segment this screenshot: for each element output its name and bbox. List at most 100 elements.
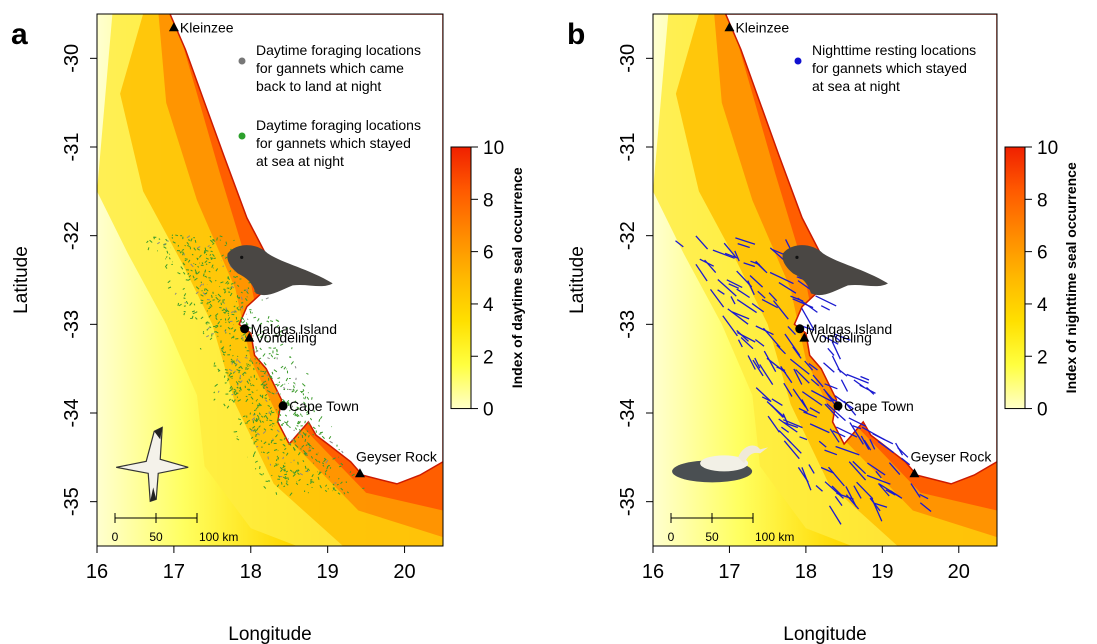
- x-tick-label: 19: [871, 561, 893, 583]
- legend-dot-icon: [238, 132, 246, 140]
- place-label: Vondeling: [255, 330, 317, 346]
- place-malgas-island: Malgas Island: [240, 321, 337, 337]
- place-label: Vondeling: [810, 330, 872, 346]
- y-tick-label: -35: [61, 487, 83, 516]
- scale-bar: 0 50 100 km: [668, 513, 794, 544]
- place-geyser-rock: Geyser Rock: [354, 448, 438, 478]
- scale-bar-label: 0: [668, 530, 675, 544]
- place-label: Geyser Rock: [356, 448, 438, 464]
- legend-text: back to land at night: [256, 78, 381, 94]
- scale-bar-label: 0: [112, 530, 119, 544]
- y-tick-label: -31: [61, 133, 83, 162]
- place-malgas-island: Malgas Island: [795, 321, 892, 337]
- colorbar-label: Index of daytime seal occurrence: [509, 167, 525, 388]
- colorbar-tick-label: 2: [483, 347, 494, 368]
- legend-text: for gannets which stayed: [812, 60, 967, 76]
- flying-gannet-icon: [116, 426, 189, 503]
- scale-bar-label: 100 km: [755, 530, 794, 544]
- y-tick-label: -34: [617, 399, 639, 428]
- colorbar-tick-label: 8: [483, 190, 494, 211]
- legend-text: for gannets which stayed: [256, 135, 411, 151]
- resting-gannet-icon: [672, 445, 769, 483]
- triangle-marker-icon: [354, 468, 365, 478]
- y-tick-label: -34: [61, 399, 83, 428]
- circle-marker-icon: [795, 324, 805, 334]
- place-label: Cape Town: [289, 398, 359, 414]
- land-mass: [169, 14, 443, 485]
- map-legend: Nighttime resting locations for gannets w…: [794, 42, 976, 94]
- place-label: Geyser Rock: [910, 448, 992, 464]
- legend-text: Daytime foraging locations: [256, 117, 421, 133]
- place-geyser-rock: Geyser Rock: [909, 448, 992, 478]
- map-frame: [96, 13, 444, 547]
- colorbar-tick-label: 0: [483, 400, 494, 421]
- colorbar-tick-label: 10: [1037, 138, 1058, 159]
- map-legend: Daytime foraging locations for gannets wh…: [238, 42, 421, 169]
- place-label: Kleinzee: [735, 19, 789, 35]
- x-tick-label: 18: [240, 561, 262, 583]
- seal-icon: [782, 245, 888, 296]
- y-tick-label: -33: [61, 310, 83, 339]
- colorbar-tick-label: 10: [483, 138, 504, 159]
- y-axis: -30 -31 -32 -33 -34 -35 Latitude: [567, 44, 653, 516]
- place-label: Kleinzee: [180, 19, 234, 35]
- colorbar: 0 2 4 6 8 10 Index of nighttime seal occurrenc…: [1004, 138, 1079, 421]
- scale-bar-label: 50: [705, 530, 719, 544]
- x-tick-label: 17: [163, 561, 185, 583]
- place-vondeling: Vondeling: [799, 330, 872, 346]
- x-axis-label: Longitude: [783, 624, 866, 644]
- colorbar-tick-label: 0: [1037, 400, 1048, 421]
- circle-marker-icon: [833, 401, 843, 411]
- x-tick-label: 20: [393, 561, 415, 583]
- y-axis-label: Latitude: [567, 246, 588, 314]
- colorbar-tick-label: 4: [1037, 295, 1048, 316]
- legend-text: Nighttime resting locations: [812, 42, 976, 58]
- legend-text: at sea at night: [812, 78, 900, 94]
- colorbar-tick-label: 8: [1037, 190, 1048, 211]
- x-tick-label: 20: [948, 561, 970, 583]
- place-vondeling: Vondeling: [244, 330, 317, 346]
- triangle-marker-icon: [799, 332, 810, 342]
- scale-bar: 0 50 100 km: [112, 513, 238, 544]
- x-tick-label: 18: [795, 561, 817, 583]
- x-axis: 16 17 18 19 20 Longitude: [86, 546, 416, 644]
- y-tick-label: -31: [617, 133, 639, 162]
- place-label: Malgas Island: [806, 321, 892, 337]
- circle-marker-icon: [278, 401, 288, 411]
- colorbar-tick-label: 2: [1037, 347, 1048, 368]
- y-tick-label: -33: [617, 310, 639, 339]
- place-label: Malgas Island: [251, 321, 337, 337]
- colorbar-tick-label: 4: [483, 295, 494, 316]
- legend-text: for gannets which came: [256, 60, 404, 76]
- colorbar-label: Index of nighttime seal occurrence: [1063, 162, 1079, 393]
- y-tick-label: -30: [61, 44, 83, 73]
- triangle-marker-icon: [909, 468, 920, 478]
- panel-letter: b: [567, 18, 585, 51]
- scale-bar-label: 100 km: [199, 530, 238, 544]
- land-mass: [724, 14, 997, 485]
- y-tick-label: -32: [61, 221, 83, 250]
- place-cape-town: Cape Town: [278, 398, 359, 414]
- x-axis-label: Longitude: [228, 624, 311, 644]
- seal-icon: [227, 245, 333, 296]
- map-frame: [652, 13, 998, 547]
- colorbar-scale: [1004, 146, 1026, 410]
- x-tick-label: 16: [86, 561, 108, 583]
- legend-dot-icon: [238, 57, 246, 65]
- circle-marker-icon: [240, 324, 250, 334]
- place-kleinzee: Kleinzee: [724, 19, 789, 35]
- colorbar-tick-label: 6: [483, 243, 494, 264]
- colorbar-tick-label: 6: [1037, 243, 1048, 264]
- place-cape-town: Cape Town: [833, 398, 914, 414]
- y-axis-label: Latitude: [11, 246, 32, 314]
- x-tick-label: 19: [317, 561, 339, 583]
- y-tick-label: -32: [617, 221, 639, 250]
- triangle-marker-icon: [168, 22, 179, 32]
- colorbar: 0 2 4 6 8 10 Index of daytime seal occurrence: [450, 138, 525, 421]
- x-tick-label: 17: [718, 561, 740, 583]
- place-kleinzee: Kleinzee: [168, 19, 234, 35]
- x-axis: 16 17 18 19 20 Longitude: [642, 546, 970, 644]
